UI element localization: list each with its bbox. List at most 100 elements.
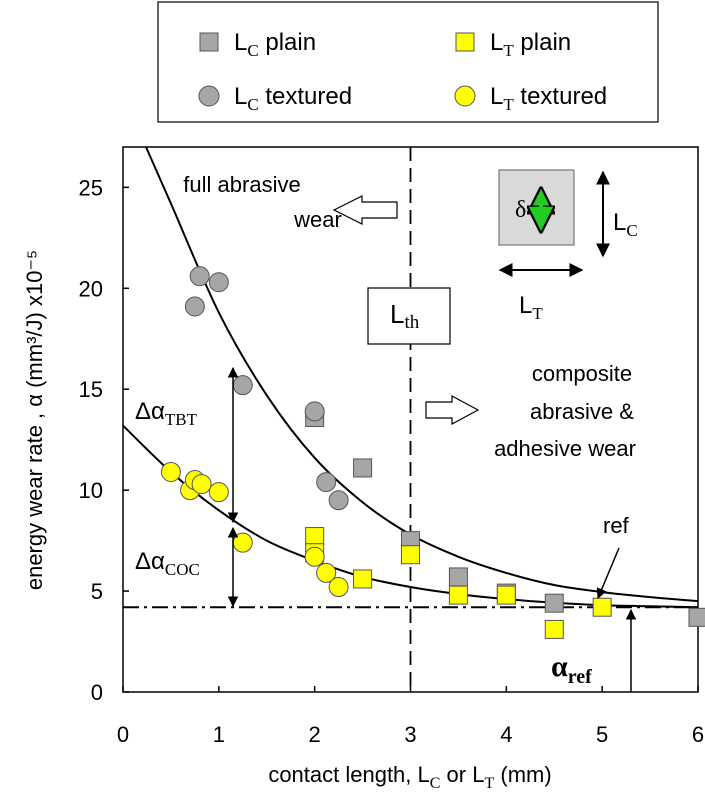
data-point-square [448, 567, 468, 587]
annotation-full-abrasive-line2: wear [293, 207, 342, 232]
x-axis-title-mid: or L [440, 762, 484, 787]
legend-marker-yellow-circle [454, 85, 476, 107]
legend-label-lc-textured-sub: C [247, 95, 258, 114]
data-point-square [401, 545, 420, 565]
legend-item-lc-textured: LC textured [198, 83, 352, 114]
delta-tbt-main: Δα [135, 398, 165, 425]
axis-ticks: 0 1 2 3 4 5 6 0 5 10 15 20 25 [79, 175, 705, 747]
data-point-square [592, 597, 612, 617]
contact-pad-inset [498, 169, 575, 246]
x-axis-title-sub-t: T [484, 775, 494, 792]
legend-label-lc-textured-rest: textured [259, 83, 352, 110]
y-tick-label: 0 [91, 680, 103, 705]
legend-item-lt-textured: LT textured [454, 83, 607, 114]
x-tick-label: 6 [692, 722, 704, 747]
svg-text:LC plain: LC plain [234, 29, 316, 60]
annotation-full-abrasive-line1: full abrasive [183, 172, 300, 197]
y-tick-label: 10 [79, 478, 103, 503]
x-tick-label: 3 [404, 722, 416, 747]
legend-item-lc-plain: LC plain [199, 29, 316, 60]
svg-text:ΔαTBT: ΔαTBT [135, 398, 198, 429]
data-point-circle [328, 490, 349, 511]
data-point-circle [328, 577, 349, 598]
inset-delta-label: δ [515, 197, 526, 223]
x-tick-label: 0 [117, 722, 129, 747]
delta-coc-label-bg [130, 543, 230, 577]
legend-label-lc-plain-main: L [234, 29, 247, 56]
legend-label-lt-plain-sub: T [503, 41, 514, 60]
delta-tbt-label-bg [130, 393, 230, 427]
data-point-circle [208, 482, 229, 503]
alpha-ref-sub: ref [568, 666, 592, 688]
legend-label-lc-plain-rest: plain [259, 29, 316, 56]
data-point-circle [160, 461, 181, 482]
right-block-arrow-icon [425, 394, 480, 426]
data-point-square [353, 458, 373, 478]
x-axis-title-sub-c: C [430, 775, 441, 792]
data-point-circle [184, 296, 205, 317]
data-point-circle [304, 546, 325, 567]
inset-lc-sub: C [626, 221, 637, 240]
data-point-square [688, 607, 705, 627]
y-tick-label: 25 [79, 175, 103, 200]
inset-lc-main: L [613, 209, 626, 236]
x-axis-title-end: (mm) [494, 762, 551, 787]
data-point-circle [232, 375, 253, 396]
legend-label-lt-textured-sub: T [503, 95, 514, 114]
data-point-square [353, 569, 373, 589]
lth-label-main: L [390, 299, 404, 329]
data-point-circle [232, 532, 253, 553]
x-tick-label: 5 [596, 722, 608, 747]
y-tick-label: 5 [91, 579, 103, 604]
y-axis-title: energy wear rate , α (mm³/J) x10⁻⁵ [22, 250, 47, 590]
annotation-composite-line1: composite [532, 361, 632, 386]
data-point-square [544, 593, 564, 613]
svg-text:ΔαCOC: ΔαCOC [135, 548, 200, 579]
delta-coc-sub: COC [165, 560, 200, 579]
data-point-circle [208, 272, 229, 293]
svg-text:LT: LT [519, 292, 543, 323]
svg-text:LC: LC [613, 209, 638, 240]
legend-label-lc-plain-sub: C [247, 41, 258, 60]
annotations: full abrasive wear Lth composite abrasiv… [130, 169, 638, 692]
svg-text:Lth: Lth [390, 299, 420, 333]
legend-marker-gray-circle [198, 85, 220, 107]
legend-marker-gray-square [199, 32, 219, 52]
svg-text:LT plain: LT plain [490, 29, 571, 60]
data-point-square [496, 585, 516, 605]
svg-text:LT textured: LT textured [490, 83, 607, 114]
data-point-circle [189, 266, 210, 287]
data-point-square [544, 619, 564, 639]
left-block-arrow-icon [332, 195, 398, 225]
x-axis-title: contact length, LC or LT (mm) [268, 762, 551, 792]
alpha-ref-main: α [551, 650, 568, 683]
data-point-circle [191, 474, 212, 495]
x-tick-label: 2 [309, 722, 321, 747]
svg-text:αref: αref [551, 650, 592, 688]
lth-label-sub: th [404, 312, 419, 333]
data-point-square [448, 585, 468, 605]
y-tick-label: 20 [79, 276, 103, 301]
lth-box [367, 287, 451, 345]
legend-label-lt-plain-main: L [490, 29, 503, 56]
ref-label: ref [603, 513, 630, 538]
svg-text:LC textured: LC textured [234, 83, 352, 114]
x-tick-label: 1 [213, 722, 225, 747]
data-points [160, 266, 705, 639]
legend-marker-yellow-square [455, 32, 475, 52]
legend-item-lt-plain: LT plain [455, 29, 571, 60]
data-point-circle [316, 562, 337, 583]
legend-label-lt-textured-main: L [490, 83, 503, 110]
delta-coc-main: Δα [135, 548, 165, 575]
y-tick-label: 15 [79, 377, 103, 402]
legend-label-lc-textured-main: L [234, 83, 247, 110]
legend: LC plain LT plain LC textured LT texture… [157, 1, 659, 123]
delta-tbt-sub: TBT [165, 410, 198, 429]
data-point-circle [316, 472, 337, 493]
inset-lt-main: L [519, 292, 532, 319]
data-point-square [305, 527, 325, 547]
annotation-composite-line2: abrasive & [530, 399, 634, 424]
inset-lt-sub: T [532, 304, 543, 323]
ref-pointer-icon [596, 547, 620, 599]
